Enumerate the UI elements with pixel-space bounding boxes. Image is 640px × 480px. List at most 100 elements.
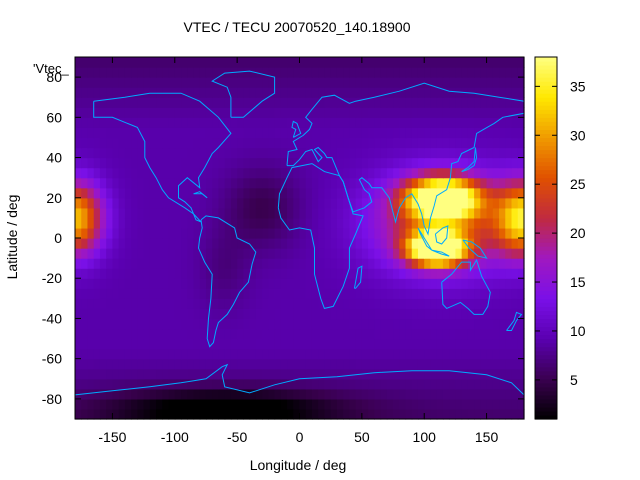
heatmap-cell bbox=[505, 278, 513, 289]
heatmap-cell bbox=[305, 157, 313, 169]
heatmap-cell bbox=[230, 398, 238, 410]
heatmap-cell bbox=[268, 288, 276, 299]
heatmap-cell bbox=[156, 328, 163, 340]
heatmap-cell bbox=[486, 378, 494, 390]
heatmap-cell bbox=[106, 408, 114, 420]
heatmap-cell bbox=[280, 368, 288, 380]
heatmap-cell bbox=[168, 187, 176, 199]
heatmap-cell bbox=[305, 217, 313, 229]
heatmap-cell bbox=[417, 338, 425, 350]
heatmap-cell bbox=[93, 197, 101, 209]
heatmap-cell bbox=[405, 77, 413, 88]
heatmap-cell bbox=[355, 187, 363, 199]
heatmap-cell bbox=[355, 328, 363, 340]
heatmap-cell bbox=[486, 408, 494, 420]
heatmap-cell bbox=[430, 57, 438, 68]
heatmap-cell bbox=[112, 358, 120, 370]
heatmap-cell bbox=[187, 348, 195, 360]
heatmap-cell bbox=[449, 308, 457, 320]
heatmap-cell bbox=[380, 217, 388, 229]
heatmap-cell bbox=[442, 388, 450, 400]
heatmap-cell bbox=[75, 57, 82, 68]
heatmap-cell bbox=[81, 318, 89, 330]
heatmap-cell bbox=[143, 378, 151, 390]
heatmap-cell bbox=[293, 57, 301, 68]
heatmap-cell bbox=[118, 268, 126, 279]
heatmap-cell bbox=[505, 358, 513, 370]
heatmap-cell bbox=[230, 87, 238, 98]
heatmap-cell bbox=[355, 388, 363, 400]
heatmap-cell bbox=[75, 207, 82, 219]
heatmap-cell bbox=[237, 378, 244, 390]
heatmap-cell bbox=[287, 107, 294, 118]
heatmap-cell bbox=[343, 117, 350, 128]
heatmap-cell bbox=[386, 67, 394, 78]
heatmap-cell bbox=[355, 67, 363, 78]
heatmap-cell bbox=[430, 318, 438, 330]
heatmap-cell bbox=[318, 97, 326, 108]
heatmap-cell bbox=[461, 227, 469, 239]
heatmap-cell bbox=[99, 147, 107, 159]
heatmap-cell bbox=[218, 278, 226, 289]
heatmap-cell bbox=[330, 278, 338, 289]
colorbar-band bbox=[535, 274, 557, 279]
heatmap-cell bbox=[243, 288, 251, 299]
heatmap-cell bbox=[330, 147, 338, 159]
heatmap-cell bbox=[280, 248, 288, 259]
heatmap-cell bbox=[237, 348, 244, 360]
heatmap-cell bbox=[218, 187, 226, 199]
heatmap-cell bbox=[187, 318, 195, 330]
heatmap-cell bbox=[393, 107, 400, 118]
heatmap-cell bbox=[274, 97, 282, 108]
heatmap-cell bbox=[187, 147, 195, 159]
heatmap-cell bbox=[124, 67, 132, 78]
heatmap-cell bbox=[499, 348, 506, 360]
heatmap-cell bbox=[505, 167, 513, 179]
heatmap-cell bbox=[492, 358, 500, 370]
heatmap-cell bbox=[424, 298, 432, 309]
heatmap-cell bbox=[480, 187, 488, 199]
heatmap-cell bbox=[324, 107, 332, 118]
heatmap-cell bbox=[467, 107, 475, 118]
heatmap-cell bbox=[511, 147, 519, 159]
heatmap-cell bbox=[361, 398, 369, 410]
heatmap-cell bbox=[268, 328, 276, 340]
heatmap-cell bbox=[93, 388, 101, 400]
heatmap-cell bbox=[492, 308, 500, 320]
heatmap-cell bbox=[374, 117, 382, 128]
heatmap-cell bbox=[181, 408, 188, 420]
colorbar-band bbox=[535, 221, 557, 227]
heatmap-cell bbox=[268, 348, 276, 360]
heatmap-cell bbox=[393, 388, 400, 400]
heatmap-cell bbox=[156, 167, 163, 179]
heatmap-cell bbox=[517, 97, 525, 108]
heatmap-cell bbox=[355, 147, 363, 159]
heatmap-cell bbox=[249, 258, 257, 269]
colorbar-band bbox=[535, 97, 557, 102]
heatmap-cell bbox=[399, 177, 407, 189]
heatmap-cell bbox=[199, 258, 207, 269]
heatmap-cell bbox=[93, 57, 101, 68]
heatmap-cell bbox=[386, 338, 394, 350]
heatmap-cell bbox=[205, 298, 213, 309]
heatmap-cell bbox=[99, 187, 107, 199]
heatmap-cell bbox=[280, 57, 288, 68]
heatmap-cell bbox=[137, 117, 145, 128]
heatmap-cell bbox=[324, 328, 332, 340]
heatmap-cell bbox=[224, 97, 232, 108]
heatmap-cell bbox=[287, 248, 294, 259]
heatmap-cell bbox=[305, 127, 313, 139]
heatmap-cell bbox=[99, 288, 107, 299]
heatmap-cell bbox=[511, 217, 519, 229]
colorbar-band bbox=[535, 121, 557, 126]
heatmap-cell bbox=[280, 97, 288, 108]
heatmap-cell bbox=[336, 388, 344, 400]
heatmap-cell bbox=[405, 147, 413, 159]
heatmap-cell bbox=[287, 217, 294, 229]
heatmap-cell bbox=[411, 288, 419, 299]
colorbar-band bbox=[535, 129, 557, 135]
heatmap-cell bbox=[411, 57, 419, 68]
heatmap-cell bbox=[118, 207, 126, 219]
heatmap-cell bbox=[417, 157, 425, 169]
heatmap-cell bbox=[336, 117, 344, 128]
